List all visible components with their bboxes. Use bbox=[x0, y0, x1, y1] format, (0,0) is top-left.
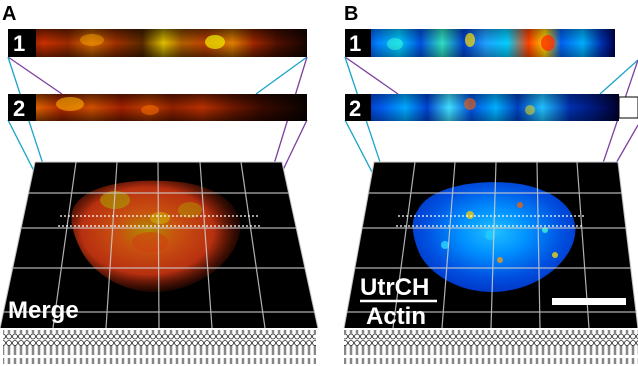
slice-label-a2: 2 bbox=[13, 96, 25, 121]
scale-bar bbox=[552, 298, 626, 305]
image-plane-merge: Merge bbox=[0, 161, 319, 329]
panel-letter-a: A bbox=[2, 3, 16, 25]
ratio-numerator: UtrCH bbox=[360, 274, 429, 301]
image-plane-ratio: UtrCH Actin bbox=[343, 161, 638, 330]
xz-slice-1-ratio: 1 bbox=[345, 29, 615, 57]
lipid-bilayer-a bbox=[3, 330, 316, 364]
slice-label-b1: 1 bbox=[349, 31, 361, 56]
panel-letter-b: B bbox=[344, 3, 358, 25]
xz-slice-2-merge: 2 bbox=[8, 94, 307, 121]
slice-label-b2: 2 bbox=[349, 96, 361, 121]
panel-a: A 1 2 bbox=[0, 3, 319, 364]
xz-slice-2-ratio: 2 bbox=[345, 94, 638, 121]
slice-label-a1: 1 bbox=[13, 31, 25, 56]
merge-label: Merge bbox=[8, 297, 79, 324]
panel-b: B 1 2 bbox=[343, 3, 638, 364]
lipid-bilayer-b bbox=[344, 330, 638, 364]
slice-markers-a bbox=[58, 215, 260, 227]
xz-slice-1-merge: 1 bbox=[8, 29, 307, 57]
slice-markers-b bbox=[396, 215, 585, 227]
grid-merge bbox=[0, 161, 319, 329]
ratio-denominator: Actin bbox=[366, 303, 426, 330]
